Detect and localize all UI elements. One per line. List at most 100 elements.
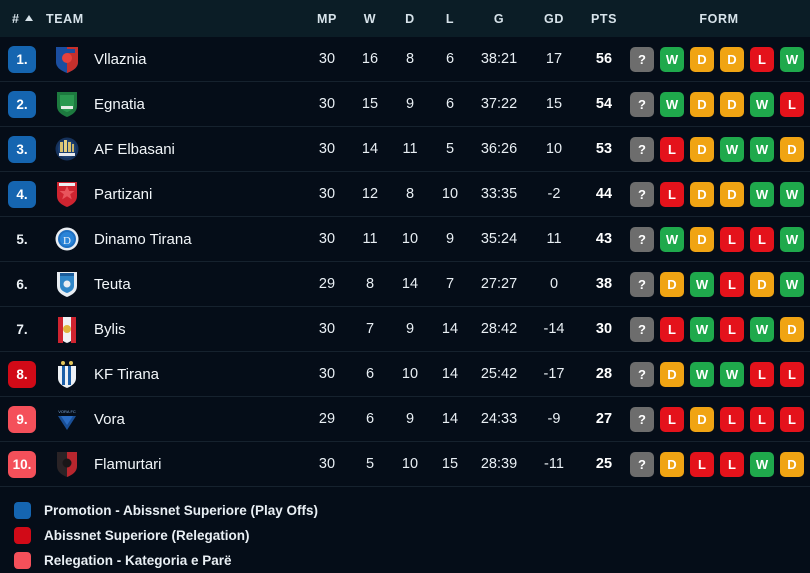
form-badge-w[interactable]: W <box>750 181 774 207</box>
team-cell[interactable]: D Dinamo Tirana <box>46 225 304 253</box>
table-row[interactable]: 2. Egnatia 30 15 9 6 37:22 15 54? W D D W L <box>0 82 810 127</box>
form-badge-l[interactable]: L <box>720 226 744 252</box>
team-cell[interactable]: Flamurtari <box>46 450 304 478</box>
form-badge-w[interactable]: W <box>720 361 744 387</box>
form-badge-unknown[interactable]: ? <box>630 136 654 162</box>
team-cell[interactable]: Partizani <box>46 180 304 208</box>
form-badge-w[interactable]: W <box>690 271 714 297</box>
form-badge-w[interactable]: W <box>750 91 774 117</box>
form-badge-d[interactable]: D <box>720 91 744 117</box>
form-badge-l[interactable]: L <box>750 46 774 72</box>
column-header-d[interactable]: D <box>405 11 415 26</box>
form-badge-l[interactable]: L <box>780 91 804 117</box>
form-badge-l[interactable]: L <box>720 451 744 477</box>
column-header-l[interactable]: L <box>445 11 455 26</box>
table-row[interactable]: 3. AF Elbasani 30 14 11 5 36:26 10 53? L D W W D <box>0 127 810 172</box>
wins-cell: 7 <box>365 321 375 337</box>
form-badge-w[interactable]: W <box>750 136 774 162</box>
column-header-mp[interactable]: MP <box>317 11 337 26</box>
form-badge-w[interactable]: W <box>720 136 744 162</box>
bylis-crest-icon <box>54 315 80 343</box>
form-badge-w[interactable]: W <box>660 91 684 117</box>
form-badge-d[interactable]: D <box>690 46 714 72</box>
column-header-pts[interactable]: PTS <box>590 11 618 26</box>
form-badge-unknown[interactable]: ? <box>630 361 654 387</box>
legend: Promotion - Abissnet Superiore (Play Off… <box>0 487 810 573</box>
column-header-w[interactable]: W <box>363 11 377 26</box>
form-badge-l[interactable]: L <box>660 181 684 207</box>
team-cell[interactable]: Vllaznia <box>46 45 304 73</box>
form-badge-unknown[interactable]: ? <box>630 181 654 207</box>
table-row[interactable]: 10. Flamurtari 30 5 10 15 28:39 -11 25? D L L W D <box>0 442 810 487</box>
rank-badge: 4. <box>8 180 36 208</box>
form-badge-l[interactable]: L <box>690 451 714 477</box>
table-row[interactable]: 5. D Dinamo Tirana 30 11 10 9 35:24 11 43? W D L L W <box>0 217 810 262</box>
form-badge-w[interactable]: W <box>690 316 714 342</box>
form-badge-unknown[interactable]: ? <box>630 406 654 432</box>
form-badge-l[interactable]: L <box>750 406 774 432</box>
team-cell[interactable]: Teuta <box>46 270 304 298</box>
form-badge-unknown[interactable]: ? <box>630 91 654 117</box>
form-badge-d[interactable]: D <box>660 271 684 297</box>
column-header-team[interactable]: TEAM <box>46 11 84 26</box>
form-badge-d[interactable]: D <box>720 181 744 207</box>
team-cell[interactable]: AF Elbasani <box>46 135 304 163</box>
form-badge-d[interactable]: D <box>660 361 684 387</box>
form-badge-l[interactable]: L <box>780 406 804 432</box>
form-badge-w[interactable]: W <box>750 451 774 477</box>
form-badge-l[interactable]: L <box>660 406 684 432</box>
table-row[interactable]: 9. VORA FC Vora 29 6 9 14 24:33 -9 27? L D L L L <box>0 397 810 442</box>
form-badge-l[interactable]: L <box>660 136 684 162</box>
form-badge-w[interactable]: W <box>690 361 714 387</box>
form-badge-l[interactable]: L <box>660 316 684 342</box>
form-badge-w[interactable]: W <box>780 226 804 252</box>
column-header-g[interactable]: G <box>493 11 505 26</box>
column-header-rank[interactable]: # <box>0 12 46 26</box>
table-row[interactable]: 7. Bylis 30 7 9 14 28:42 -14 30? L W L W D <box>0 307 810 352</box>
form-badge-w[interactable]: W <box>750 316 774 342</box>
form-badge-d[interactable]: D <box>690 91 714 117</box>
form-badge-d[interactable]: D <box>780 451 804 477</box>
form-badge-d[interactable]: D <box>780 316 804 342</box>
form-badge-d[interactable]: D <box>690 181 714 207</box>
team-cell[interactable]: Bylis <box>46 315 304 343</box>
form-badge-unknown[interactable]: ? <box>630 46 654 72</box>
column-header-gd[interactable]: GD <box>544 11 564 26</box>
form-badge-unknown[interactable]: ? <box>630 316 654 342</box>
form-badge-unknown[interactable]: ? <box>630 226 654 252</box>
form-badge-d[interactable]: D <box>750 271 774 297</box>
table-body: 1. Vllaznia 30 16 8 6 38:21 17 56? W D D L W 2. Egnatia… <box>0 37 810 487</box>
draws-cell: 11 <box>402 141 418 157</box>
form-badge-d[interactable]: D <box>780 136 804 162</box>
table-row[interactable]: 6. Teuta 29 8 14 7 27:27 0 38? D W L D W <box>0 262 810 307</box>
form-badge-l[interactable]: L <box>780 361 804 387</box>
table-row[interactable]: 1. Vllaznia 30 16 8 6 38:21 17 56? W D D L W <box>0 37 810 82</box>
form-badge-unknown[interactable]: ? <box>630 451 654 477</box>
form-badge-d[interactable]: D <box>690 406 714 432</box>
form-badge-unknown[interactable]: ? <box>630 271 654 297</box>
form-badge-d[interactable]: D <box>690 136 714 162</box>
table-row[interactable]: 4. Partizani 30 12 8 10 33:35 -2 44? L D D W W <box>0 172 810 217</box>
table-row[interactable]: 8. KF Tirana 30 6 10 14 25:42 -17 28? D W W L L <box>0 352 810 397</box>
team-cell[interactable]: VORA FC Vora <box>46 405 304 433</box>
team-cell[interactable]: KF Tirana <box>46 360 304 388</box>
form-badge-l[interactable]: L <box>750 361 774 387</box>
mp-cell: 30 <box>318 186 336 202</box>
form-badge-l[interactable]: L <box>720 271 744 297</box>
form-badge-l[interactable]: L <box>720 316 744 342</box>
form-badge-w[interactable]: W <box>780 271 804 297</box>
form-badge-w[interactable]: W <box>780 181 804 207</box>
form-badge-d[interactable]: D <box>690 226 714 252</box>
form-badge-w[interactable]: W <box>660 226 684 252</box>
form-badge-l[interactable]: L <box>750 226 774 252</box>
team-cell[interactable]: Egnatia <box>46 90 304 118</box>
rank-cell: 4. <box>0 180 46 208</box>
points-cell: 56 <box>595 51 613 67</box>
rank-cell: 7. <box>0 316 46 343</box>
form-badge-d[interactable]: D <box>660 451 684 477</box>
form-badge-l[interactable]: L <box>720 406 744 432</box>
form-badge-w[interactable]: W <box>780 46 804 72</box>
sort-ascending-triangle-icon[interactable] <box>24 14 33 21</box>
form-badge-w[interactable]: W <box>660 46 684 72</box>
form-badge-d[interactable]: D <box>720 46 744 72</box>
